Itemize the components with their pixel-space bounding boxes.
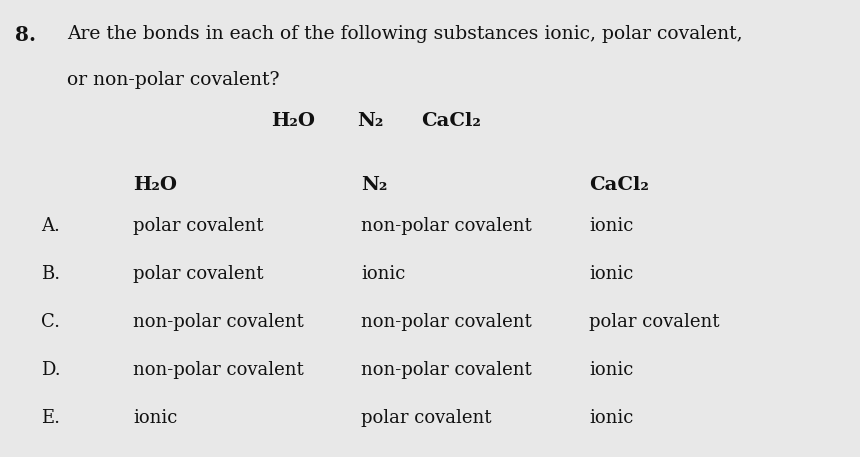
Text: E.: E. [41, 409, 60, 427]
Text: non-polar covalent: non-polar covalent [133, 313, 304, 331]
Text: ionic: ionic [589, 361, 634, 379]
Text: B.: B. [41, 265, 60, 283]
Text: N₂: N₂ [361, 176, 388, 194]
Text: ionic: ionic [589, 409, 634, 427]
Text: CaCl₂: CaCl₂ [421, 112, 482, 130]
Text: H₂O: H₂O [271, 112, 315, 130]
Text: non-polar covalent: non-polar covalent [361, 361, 532, 379]
Text: Are the bonds in each of the following substances ionic, polar covalent,: Are the bonds in each of the following s… [67, 25, 743, 43]
Text: polar covalent: polar covalent [133, 265, 264, 283]
Text: ionic: ionic [589, 217, 634, 235]
Text: C.: C. [41, 313, 60, 331]
Text: non-polar covalent: non-polar covalent [133, 361, 304, 379]
Text: ionic: ionic [589, 265, 634, 283]
Text: polar covalent: polar covalent [361, 409, 492, 427]
Text: A.: A. [41, 217, 60, 235]
Text: ionic: ionic [361, 265, 406, 283]
Text: 8.: 8. [15, 25, 36, 45]
Text: polar covalent: polar covalent [589, 313, 720, 331]
Text: ionic: ionic [133, 409, 178, 427]
Text: N₂: N₂ [357, 112, 384, 130]
Text: D.: D. [41, 361, 61, 379]
Text: non-polar covalent: non-polar covalent [361, 313, 532, 331]
Text: non-polar covalent: non-polar covalent [361, 217, 532, 235]
Text: H₂O: H₂O [133, 176, 177, 194]
Text: or non-polar covalent?: or non-polar covalent? [67, 71, 280, 89]
Text: polar covalent: polar covalent [133, 217, 264, 235]
Text: CaCl₂: CaCl₂ [589, 176, 649, 194]
